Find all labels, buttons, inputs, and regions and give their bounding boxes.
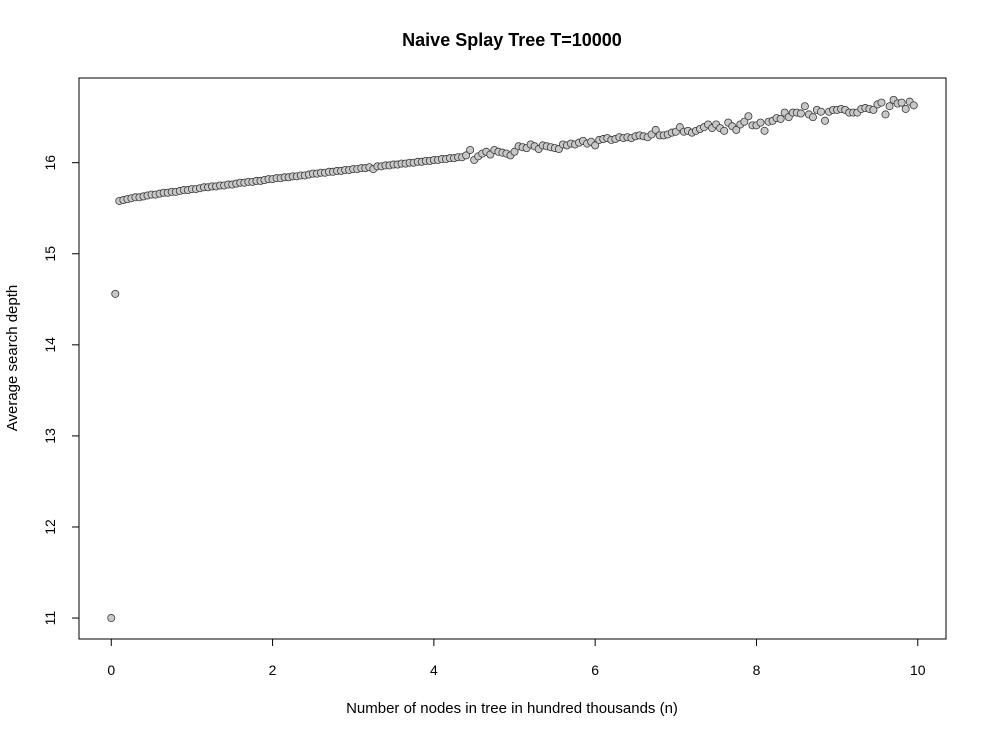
chart-title: Naive Splay Tree T=10000: [402, 30, 622, 50]
data-point: [111, 289, 120, 298]
data-points: [107, 95, 918, 623]
data-point: [107, 614, 116, 623]
y-tick-label: 12: [42, 519, 58, 535]
x-tick-label: 0: [107, 662, 115, 678]
y-tick-label: 13: [42, 428, 58, 444]
y-tick-label: 15: [42, 246, 58, 262]
x-axis: 0 2 4 6 8 10: [107, 638, 926, 678]
data-point: [462, 151, 471, 160]
data-point: [816, 107, 825, 116]
data-point: [510, 147, 519, 156]
x-tick-label: 2: [269, 662, 277, 678]
x-tick-label: 10: [910, 662, 926, 678]
y-axis: 11 12 13 14 15 16: [42, 155, 80, 626]
data-point: [897, 98, 906, 107]
data-point: [466, 145, 475, 154]
data-point: [821, 116, 830, 125]
y-tick-label: 16: [42, 155, 58, 171]
data-point: [591, 141, 600, 150]
x-tick-label: 6: [591, 662, 599, 678]
data-point: [776, 114, 785, 123]
data-point: [885, 102, 894, 111]
y-axis-label: Average search depth: [4, 285, 21, 432]
data-point: [744, 112, 753, 121]
data-point: [760, 126, 769, 135]
plot-frame: [78, 77, 947, 640]
data-point: [740, 117, 749, 126]
data-point: [720, 126, 729, 135]
data-point: [732, 125, 741, 134]
y-tick-label: 14: [42, 337, 58, 353]
data-point: [756, 118, 765, 127]
data-point: [651, 125, 660, 134]
x-tick-label: 4: [430, 662, 438, 678]
data-point: [877, 98, 886, 107]
x-tick-label: 8: [753, 662, 761, 678]
data-point: [796, 109, 805, 118]
data-point: [881, 110, 890, 119]
y-tick-label: 11: [42, 611, 58, 626]
x-axis-label: Number of nodes in tree in hundred thous…: [346, 700, 678, 717]
data-point: [869, 105, 878, 114]
data-point: [800, 102, 809, 111]
data-point: [808, 113, 817, 122]
data-point: [901, 104, 910, 113]
data-point: [909, 101, 918, 110]
